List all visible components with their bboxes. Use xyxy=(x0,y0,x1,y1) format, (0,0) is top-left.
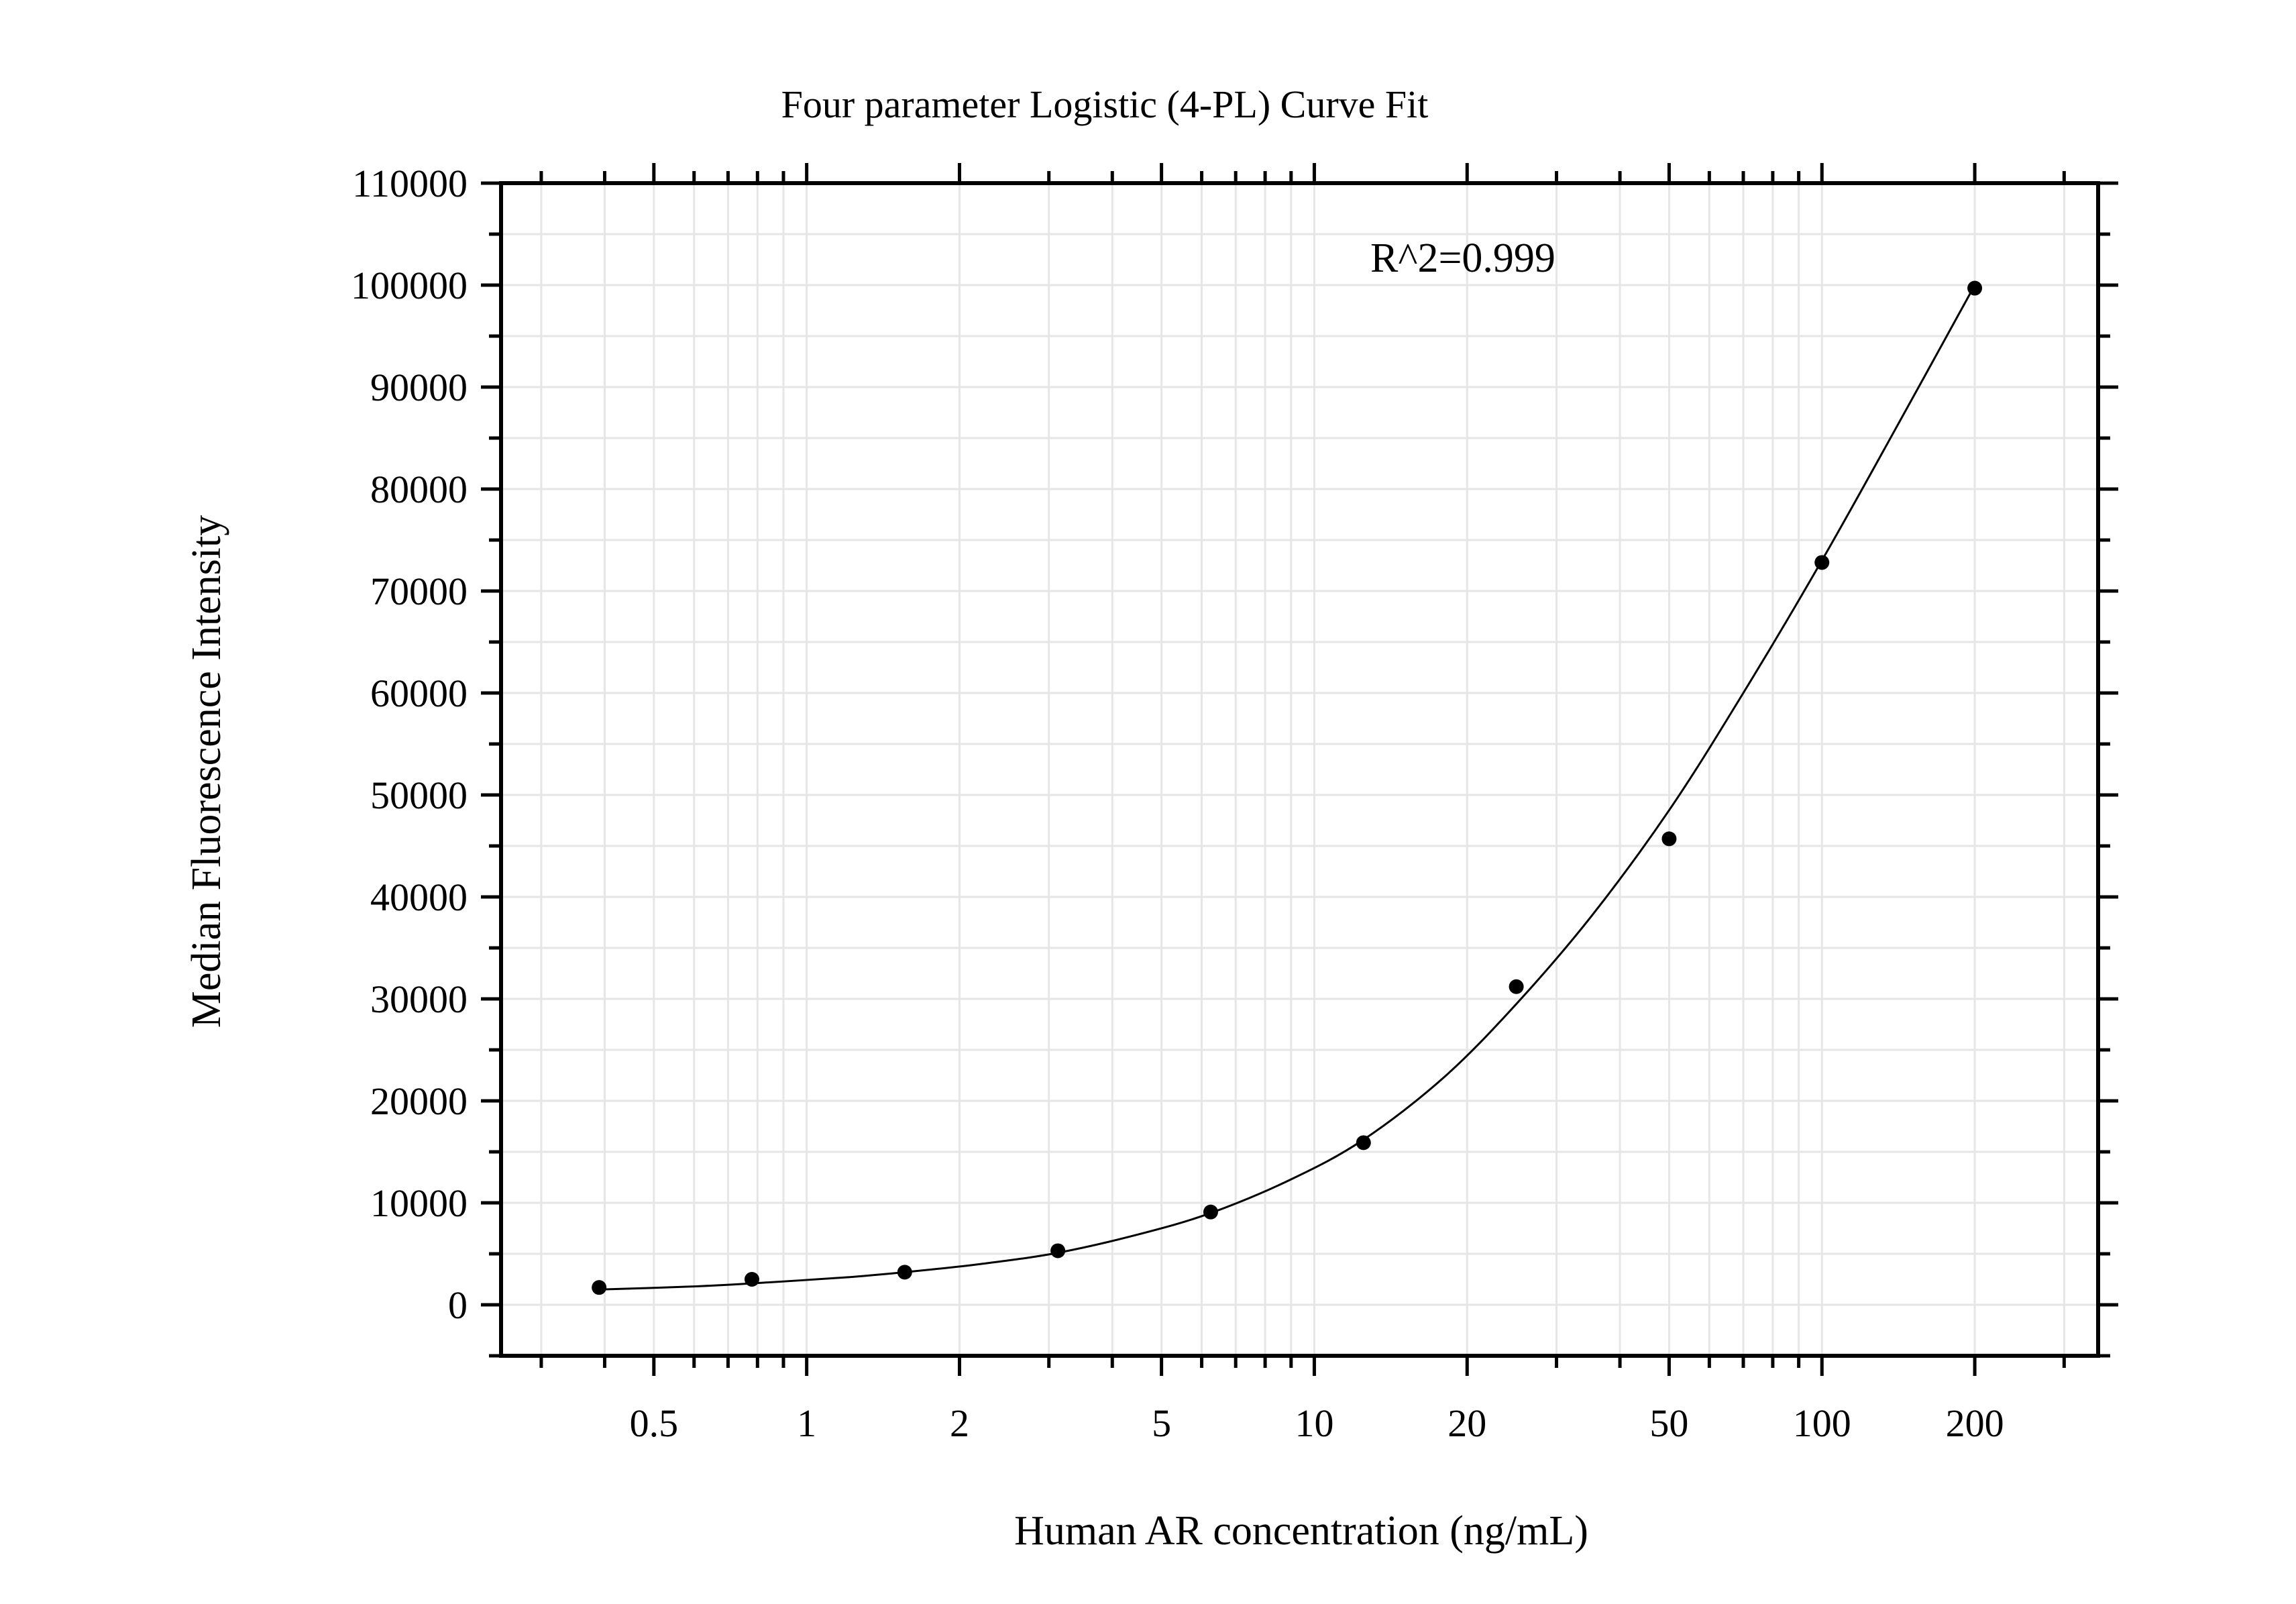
y-tick-label: 80000 xyxy=(370,468,468,511)
y-tick-label: 110000 xyxy=(352,162,468,205)
x-tick-label: 200 xyxy=(1946,1401,2004,1445)
y-axis-label: Median Fluorescence Intensity xyxy=(184,515,229,1028)
x-tick-label: 1 xyxy=(797,1401,816,1445)
x-tick-label: 20 xyxy=(1447,1401,1486,1445)
y-tick-label: 60000 xyxy=(370,672,468,715)
data-points xyxy=(592,280,1983,1295)
y-tick-label: 0 xyxy=(448,1283,468,1327)
data-point xyxy=(1050,1243,1066,1259)
x-tick-label: 100 xyxy=(1793,1401,1851,1445)
y-tick-label: 90000 xyxy=(370,366,468,409)
y-tick-label: 40000 xyxy=(370,875,468,919)
x-tick-label: 5 xyxy=(1152,1401,1171,1445)
x-tick-label: 2 xyxy=(950,1401,969,1445)
data-point xyxy=(1203,1204,1218,1220)
tick-labels: 0.5 1 2 5 10 20 50 100 200 0 10000 20000 30000 40000 5… xyxy=(351,162,2004,1445)
fit-curve-layer xyxy=(599,284,1976,1291)
y-tick-label: 50000 xyxy=(370,773,468,817)
data-point xyxy=(1661,831,1677,847)
fit-curve xyxy=(599,284,1976,1291)
data-point xyxy=(897,1265,912,1280)
r-squared-annotation: R^2=0.999 xyxy=(1370,235,1555,281)
data-point xyxy=(592,1280,607,1295)
x-tick-label: 10 xyxy=(1295,1401,1333,1445)
x-tick-label: 50 xyxy=(1649,1401,1688,1445)
data-point xyxy=(744,1272,759,1287)
data-point xyxy=(1814,555,1830,570)
y-tick-label: 10000 xyxy=(370,1181,468,1225)
x-axis-label: Human AR concentration (ng/mL) xyxy=(1014,1508,1588,1554)
data-point xyxy=(1967,280,1983,296)
y-tick-label: 30000 xyxy=(370,977,468,1021)
grid xyxy=(501,182,2098,1356)
data-point xyxy=(1509,979,1524,994)
y-tick-label: 20000 xyxy=(370,1079,468,1123)
axes xyxy=(499,181,2100,1358)
x-tick-label: 0.5 xyxy=(630,1401,679,1445)
chart-title: Four parameter Logistic (4-PL) Curve Fit xyxy=(781,83,1429,126)
y-tick-label: 70000 xyxy=(370,570,468,613)
ticks xyxy=(481,163,2118,1376)
plot-frame xyxy=(499,181,2100,1358)
y-tick-label: 100000 xyxy=(351,264,468,307)
data-point xyxy=(1356,1135,1371,1151)
